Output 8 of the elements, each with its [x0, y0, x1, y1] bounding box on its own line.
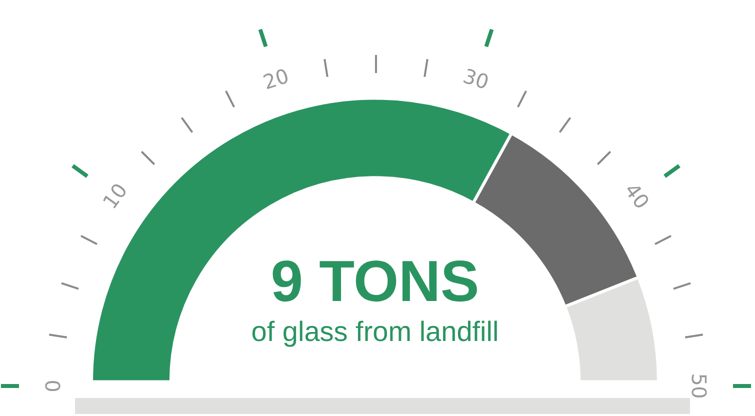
text: of glass from landfill [250, 315, 500, 349]
text: 50 [687, 372, 711, 401]
text: 10 [96, 178, 133, 216]
text: 9 TONS [270, 249, 480, 314]
text: 0 [41, 378, 65, 394]
text: 30 [459, 62, 493, 96]
text: 40 [619, 178, 656, 216]
text: 20 [259, 62, 293, 96]
